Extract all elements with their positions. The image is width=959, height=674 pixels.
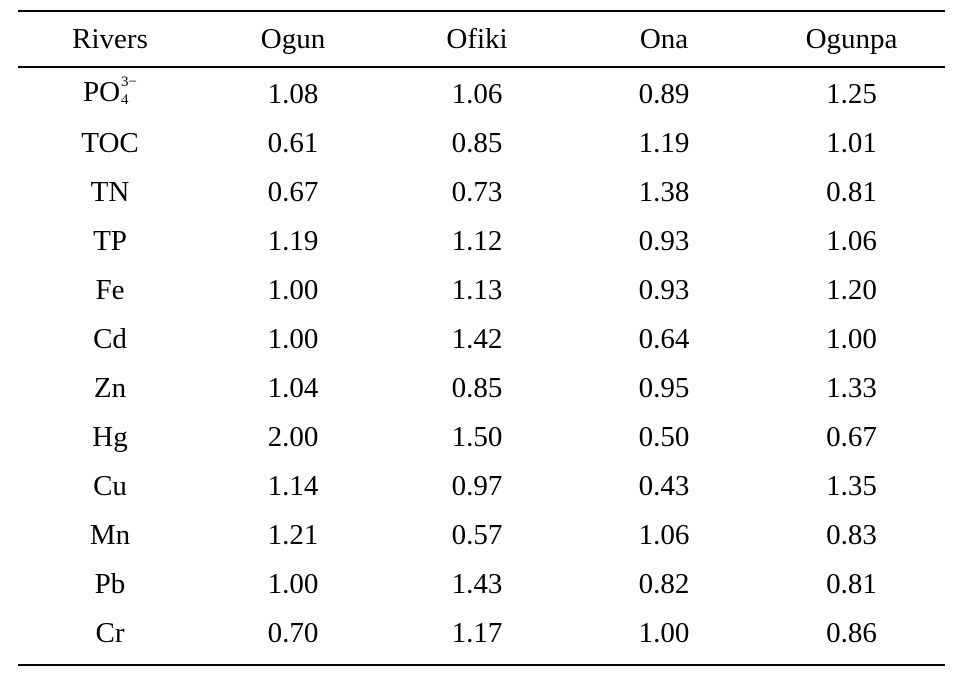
table-cell: 0.67 bbox=[826, 420, 877, 453]
table-cell: 1.17 bbox=[451, 616, 503, 649]
table-cell: 0.95 bbox=[638, 371, 690, 404]
row-label: Mn bbox=[89, 518, 131, 551]
table-row: TN 0.67 0.73 1.38 0.81 bbox=[18, 168, 945, 217]
table-cell: 1.20 bbox=[826, 273, 877, 306]
table-cell: 1.38 bbox=[638, 175, 690, 208]
table-row: Zn 1.04 0.85 0.95 1.33 bbox=[18, 364, 945, 413]
table-cell: 1.19 bbox=[267, 224, 319, 257]
header-cell-ogun: Ogun bbox=[260, 22, 326, 55]
row-label: TP bbox=[93, 224, 127, 257]
row-label: Cu bbox=[93, 469, 127, 502]
table-cell: 0.81 bbox=[826, 175, 877, 208]
table-cell: 1.42 bbox=[451, 322, 503, 355]
table-row: Cd 1.00 1.42 0.64 1.00 bbox=[18, 315, 945, 364]
table-cell: 0.83 bbox=[826, 518, 877, 551]
table-cell: 1.12 bbox=[451, 224, 503, 257]
table-cell: 1.06 bbox=[638, 518, 690, 551]
table-cell: 1.08 bbox=[267, 77, 319, 110]
row-label: Pb bbox=[94, 567, 126, 600]
header-cell-ofiki: Ofiki bbox=[446, 22, 508, 55]
table-row: Hg 2.00 1.50 0.50 0.67 bbox=[18, 413, 945, 462]
header-row: Rivers Ogun Ofiki Ona Ogunpa bbox=[18, 12, 945, 66]
table-row: Cu 1.14 0.97 0.43 1.35 bbox=[18, 462, 945, 511]
table-cell: 1.19 bbox=[638, 126, 690, 159]
table-cell: 1.00 bbox=[267, 322, 319, 355]
table-cell: 1.06 bbox=[826, 224, 877, 257]
table-body: PO 3− 4 1.08 1.06 0.89 1.25 TOC 0.61 0.85 … bbox=[18, 68, 945, 664]
table-cell: 0.97 bbox=[451, 469, 503, 502]
table-row: TOC 0.61 0.85 1.19 1.01 bbox=[18, 119, 945, 168]
table-cell: 1.00 bbox=[826, 322, 877, 355]
row-label: Cd bbox=[93, 322, 127, 355]
table-cell: 1.25 bbox=[826, 77, 877, 110]
table-cell: 0.67 bbox=[267, 175, 319, 208]
table-cell: 0.50 bbox=[638, 420, 690, 453]
header-cell-ona: Ona bbox=[639, 22, 689, 55]
table-cell: 2.00 bbox=[267, 420, 319, 453]
table-cell: 1.50 bbox=[451, 420, 503, 453]
table-cell: 0.43 bbox=[638, 469, 690, 502]
phosphate-scripts: 3− 4 bbox=[121, 73, 138, 108]
table-cell: 1.06 bbox=[451, 77, 503, 110]
table-cell: 1.21 bbox=[267, 518, 319, 551]
table-cell: 0.82 bbox=[638, 567, 690, 600]
table-cell: 0.85 bbox=[451, 126, 503, 159]
table-cell: 0.89 bbox=[638, 77, 690, 110]
row-label: Hg bbox=[92, 420, 128, 453]
header-cell-rivers: Rivers bbox=[72, 22, 148, 55]
table-cell: 1.33 bbox=[826, 371, 877, 404]
top-rule bbox=[18, 10, 945, 12]
table-row: TP 1.19 1.12 0.93 1.06 bbox=[18, 217, 945, 266]
table-cell: 1.01 bbox=[826, 126, 877, 159]
table-row: Pb 1.00 1.43 0.82 0.81 bbox=[18, 560, 945, 609]
row-label: Zn bbox=[93, 371, 127, 404]
phosphate-base: PO bbox=[82, 75, 121, 108]
table-row: Mn 1.21 0.57 1.06 0.83 bbox=[18, 511, 945, 560]
phosphate-superscript: 3− bbox=[121, 73, 138, 90]
table-cell: 1.00 bbox=[267, 567, 319, 600]
table-cell: 1.00 bbox=[638, 616, 690, 649]
header-rule bbox=[18, 66, 945, 68]
row-label: Cr bbox=[95, 616, 125, 649]
table-cell: 1.00 bbox=[267, 273, 319, 306]
table-cell: 0.85 bbox=[451, 371, 503, 404]
table-row: Fe 1.00 1.13 0.93 1.20 bbox=[18, 266, 945, 315]
phosphate-subscript: 4 bbox=[121, 91, 129, 108]
table-cell: 0.93 bbox=[638, 224, 690, 257]
bottom-rule bbox=[18, 663, 945, 666]
table-cell: 0.57 bbox=[451, 518, 503, 551]
data-table: Rivers Ogun Ofiki Ona Ogunpa PO 3− 4 1.08 … bbox=[18, 10, 945, 666]
table-cell: 1.13 bbox=[451, 273, 503, 306]
table-cell: 0.86 bbox=[826, 616, 877, 649]
table-cell: 1.43 bbox=[451, 567, 503, 600]
table-row: PO 3− 4 1.08 1.06 0.89 1.25 bbox=[18, 70, 945, 119]
table-cell: 0.61 bbox=[267, 126, 319, 159]
table-cell: 0.73 bbox=[451, 175, 503, 208]
table-cell: 0.81 bbox=[826, 567, 877, 600]
table-cell: 0.64 bbox=[638, 322, 690, 355]
row-label: TOC bbox=[81, 126, 139, 159]
header-cell-ogunpa: Ogunpa bbox=[805, 22, 898, 55]
table-cell: 1.14 bbox=[267, 469, 319, 502]
table-row: Cr 0.70 1.17 1.00 0.86 bbox=[18, 609, 945, 658]
table-cell: 1.04 bbox=[267, 371, 319, 404]
table-cell: 0.70 bbox=[267, 616, 319, 649]
row-label: TN bbox=[90, 175, 130, 208]
table-cell: 1.35 bbox=[826, 469, 877, 502]
row-label: Fe bbox=[95, 273, 125, 306]
table-cell: 0.93 bbox=[638, 273, 690, 306]
row-label-phosphate: PO 3− 4 bbox=[18, 73, 202, 111]
